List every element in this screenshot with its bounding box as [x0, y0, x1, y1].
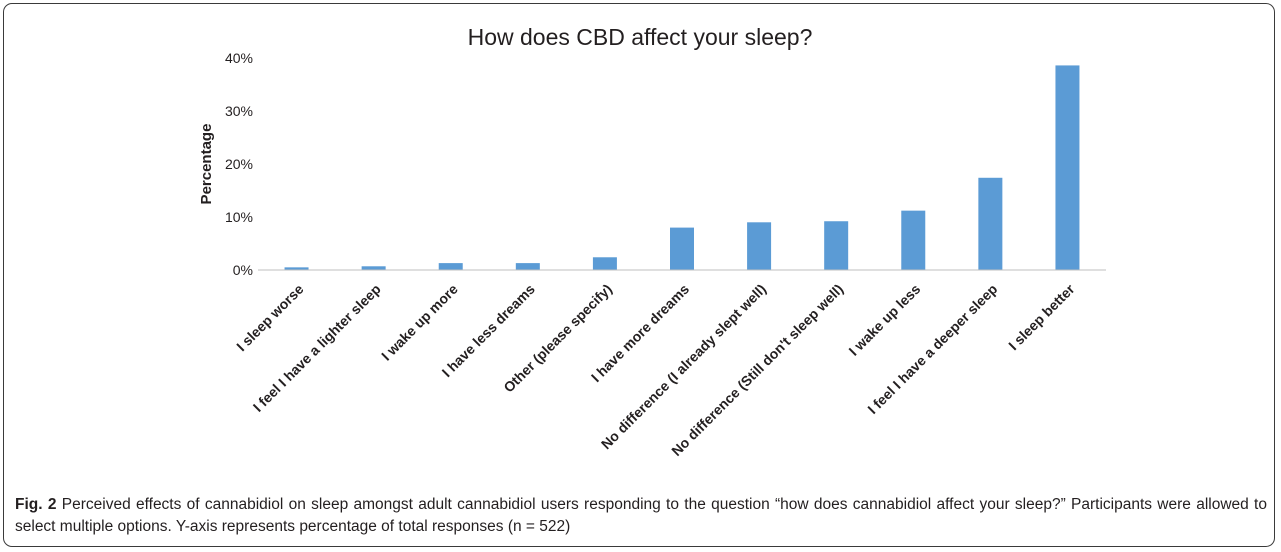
x-tick-label: I feel I have a lighter sleep — [250, 281, 384, 415]
x-tick-label: I wake up more — [378, 281, 461, 364]
bar — [284, 267, 309, 270]
y-tick-label: 40% — [225, 50, 253, 66]
bar — [361, 266, 386, 270]
y-axis-label: Percentage — [198, 124, 215, 205]
y-tick-label: 0% — [233, 262, 253, 278]
bar — [824, 221, 849, 270]
x-tick-label: I wake up less — [845, 281, 923, 359]
y-tick-label: 20% — [225, 156, 253, 172]
x-tick-label: I sleep better — [1005, 280, 1078, 353]
bar-chart: How does CBD affect your sleep? Percenta… — [198, 24, 1106, 459]
x-tick-label: I sleep worse — [233, 281, 307, 355]
bar — [747, 222, 772, 270]
bar — [901, 210, 926, 270]
y-tick-label: 10% — [225, 209, 253, 225]
chart-title: How does CBD affect your sleep? — [468, 24, 813, 50]
y-tick-label: 30% — [225, 103, 253, 119]
caption-text: Perceived effects of cannabidiol on slee… — [15, 496, 1267, 535]
bar — [592, 257, 617, 270]
y-tick-labels: 0% 10% 20% 30% 40% — [225, 50, 253, 278]
figure-frame — [3, 3, 1275, 547]
bar — [515, 263, 540, 270]
x-tick-label: No difference (Still don't sleep well) — [668, 281, 846, 459]
figure-caption: Fig. 2 Perceived effects of cannabidiol … — [15, 494, 1267, 538]
bar — [978, 177, 1003, 270]
bar — [438, 263, 463, 270]
bars — [284, 65, 1080, 270]
x-tick-label: No difference (I already slept well) — [598, 281, 769, 452]
bar — [1055, 65, 1080, 270]
x-tick-label: I feel I have a deeper sleep — [864, 281, 1000, 417]
caption-label: Fig. 2 — [15, 496, 57, 513]
bar — [670, 227, 694, 270]
